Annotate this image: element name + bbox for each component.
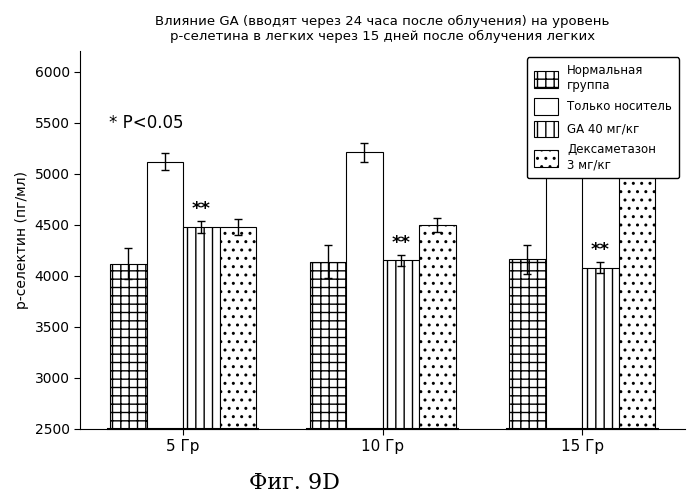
Text: * P<0.05: * P<0.05: [108, 114, 183, 132]
Bar: [619, 164, 655, 429]
Text: **: **: [391, 234, 410, 252]
Y-axis label: р-селектин (пг/мл): р-селектин (пг/мл): [15, 171, 29, 309]
Bar: [110, 264, 146, 429]
Text: **: **: [192, 200, 211, 218]
Bar: [220, 227, 256, 429]
Text: **: **: [591, 241, 610, 259]
Text: Фиг. 9D: Фиг. 9D: [248, 472, 340, 494]
Bar: [582, 268, 619, 429]
Bar: [146, 162, 183, 429]
Bar: [309, 261, 346, 429]
Bar: [509, 259, 545, 429]
Bar: [346, 152, 382, 429]
Legend: Нормальная
группа, Только носитель, GA 40 мг/кг, Дексаметазон
3 мг/кг: Нормальная группа, Только носитель, GA 4…: [527, 57, 679, 178]
Bar: [183, 227, 220, 429]
Bar: [419, 225, 456, 429]
Bar: [382, 260, 419, 429]
Title: Влияние GA (вводят через 24 часа после облучения) на уровень
р-селетина в легких: Влияние GA (вводят через 24 часа после о…: [155, 15, 610, 43]
Bar: [545, 141, 582, 429]
